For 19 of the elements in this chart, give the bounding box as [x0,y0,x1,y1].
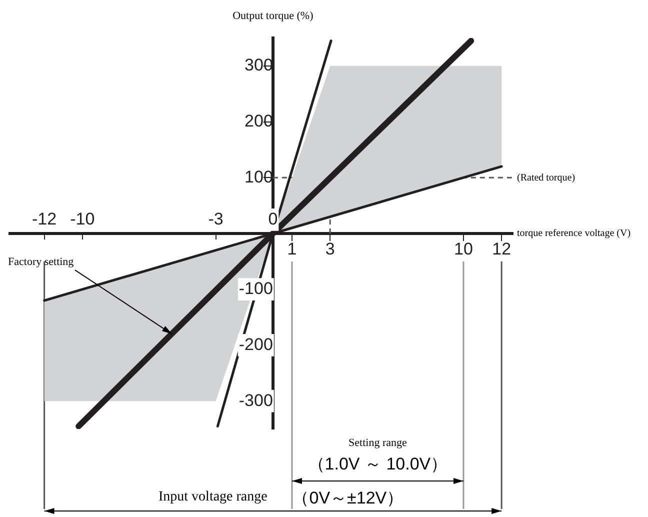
y2-tick-label: -100 [238,279,273,298]
x-tick-label: 12 [492,239,512,258]
text: （0V～±12V） [292,488,404,508]
y-axis-title: Output torque (%) [232,10,314,22]
x-axis-title: torque reference voltage (V) [517,228,631,240]
x2-tick-label: -10 [70,209,95,228]
x-tick-label: 10 [454,239,473,258]
text: Setting range [348,436,408,449]
ref-line-label: (Rated torque) [517,172,576,184]
x-tick-label: 3 [325,239,335,258]
x2-tick-label: -3 [208,209,224,228]
y2-tick-label: -200 [238,334,273,354]
x2-tick-label: 0 [268,209,278,228]
x2-tick-label: -12 [32,209,57,228]
text: Input voltage range [158,490,268,505]
x-tick-label: 1 [287,239,297,258]
y2-tick-label: -300 [238,390,273,410]
annotation: Factory setting [8,256,74,268]
text: （1.0V ～ 10.0V） [308,454,448,474]
